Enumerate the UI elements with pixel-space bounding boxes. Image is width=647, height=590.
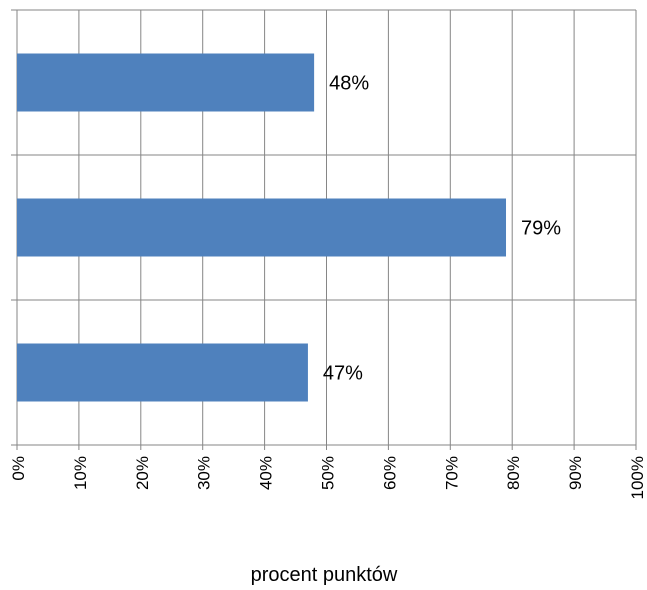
x-tick-label: 90%	[566, 456, 585, 490]
bar	[17, 198, 507, 257]
data-label: 48%	[329, 73, 369, 95]
data-label: 79%	[521, 218, 561, 240]
x-tick-label: 50%	[319, 456, 338, 490]
data-label: 47%	[323, 363, 363, 385]
bar	[17, 343, 308, 402]
x-axis-title: procent punktów	[251, 564, 398, 586]
x-tick-label: 100%	[628, 456, 647, 499]
x-tick-label: 60%	[380, 456, 399, 490]
x-tick-label: 40%	[257, 456, 276, 490]
x-tick-label: 10%	[71, 456, 90, 490]
bars	[17, 53, 507, 402]
x-tick-label: 80%	[504, 456, 523, 490]
bar	[17, 53, 315, 112]
x-tick-label: 70%	[442, 456, 461, 490]
x-tick-labels: 0% 10% 20% 30% 40% 50% 60% 70% 80% 90% 100%	[9, 456, 647, 499]
data-labels: 48% 79% 47%	[323, 73, 561, 385]
x-tick-label: 0%	[9, 456, 28, 481]
x-tick-label: 20%	[133, 456, 152, 490]
x-tick-label: 30%	[195, 456, 214, 490]
